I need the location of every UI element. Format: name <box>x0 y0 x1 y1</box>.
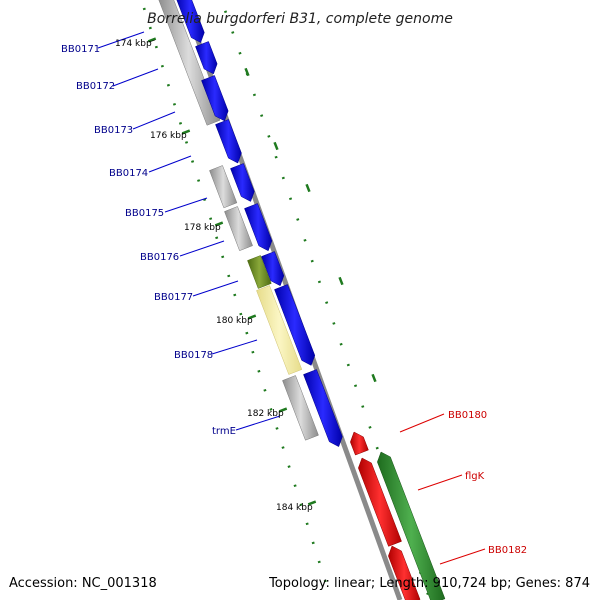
kbp-tick-mark <box>278 407 288 413</box>
kbp-tick-mark <box>247 314 257 320</box>
gene-label-bb0180[interactable]: BB0180 <box>448 410 487 421</box>
kbp-tick-mark <box>147 37 157 43</box>
leader-line-reverse <box>417 474 463 491</box>
kbp-label-178: 178 kbp <box>184 223 221 233</box>
gene-label-bb0171[interactable]: BB0171 <box>61 44 100 55</box>
forward-gene-arrow <box>274 284 316 366</box>
reverse-gene-arrow <box>350 431 369 456</box>
leader-line-reverse <box>399 413 445 433</box>
tick-dash <box>371 373 377 383</box>
tick-dash <box>273 141 279 151</box>
leader-line-forward <box>97 31 145 49</box>
forward-gene-arrow <box>195 41 218 75</box>
accession-text: Accession: NC_001318 <box>9 576 157 591</box>
leader-line-forward <box>192 280 239 297</box>
kbp-label-174: 174 kbp <box>115 39 152 49</box>
gene-label-bb0172[interactable]: BB0172 <box>76 81 115 92</box>
kbp-tick-mark <box>181 129 191 135</box>
reverse-gene-arrow <box>358 457 402 547</box>
cds-segment-olive <box>247 255 272 289</box>
cds-segment-grey <box>158 0 221 126</box>
kbp-label-176: 176 kbp <box>150 131 187 141</box>
reverse-gene-arrow <box>388 545 421 600</box>
kbp-label-184: 184 kbp <box>276 503 313 513</box>
gene-label-flgk[interactable]: flgK <box>465 471 485 482</box>
leader-layer <box>97 31 486 565</box>
kbp-label-182: 182 kbp <box>247 409 284 419</box>
forward-gene-arrow <box>303 369 343 447</box>
tick-dash <box>244 67 250 77</box>
gene-label-trme[interactable]: trmE <box>212 426 236 437</box>
cds-segment-grey <box>209 165 238 209</box>
cds-segment-grey <box>282 375 319 441</box>
kbp-tick-mark <box>214 221 224 227</box>
genome-summary-text: Topology: linear; Length: 910,724 bp; Ge… <box>268 576 590 591</box>
tick-dash <box>305 183 311 193</box>
kbp-label-180: 180 kbp <box>216 316 253 326</box>
gene-label-bb0174[interactable]: BB0174 <box>109 168 148 179</box>
feature-layer <box>158 0 446 600</box>
gene-label-bb0177[interactable]: BB0177 <box>154 292 193 303</box>
leader-line-reverse <box>439 548 486 565</box>
kbp-label-leader <box>148 39 156 43</box>
leader-line-forward <box>235 415 281 431</box>
forward-gene-arrow <box>230 163 255 202</box>
leader-line-forward <box>179 240 225 257</box>
leader-line-forward <box>112 68 159 87</box>
leader-line-forward <box>164 197 208 213</box>
reverse-gene-arrow-green <box>377 451 446 600</box>
gene-label-bb0182[interactable]: BB0182 <box>488 545 527 556</box>
gene-label-bb0178[interactable]: BB0178 <box>174 350 213 361</box>
cds-segment-khaki <box>256 285 303 375</box>
forward-gene-arrow <box>244 203 273 252</box>
map-title: Borrelia burgdorferi B31, complete genom… <box>147 11 453 27</box>
forward-gene-arrow <box>201 75 229 122</box>
leader-line-forward <box>148 155 192 173</box>
forward-gene-arrow <box>261 251 285 287</box>
leader-line-forward <box>211 339 258 355</box>
gene-label-bb0176[interactable]: BB0176 <box>140 252 179 263</box>
gene-label-bb0173[interactable]: BB0173 <box>94 125 133 136</box>
leader-line-forward <box>132 111 176 130</box>
forward-gene-arrow <box>176 0 205 43</box>
kbp-tick-mark <box>307 500 317 506</box>
cds-segment-grey <box>224 206 253 252</box>
tick-dash <box>338 276 344 286</box>
gene-label-bb0175[interactable]: BB0175 <box>125 208 164 219</box>
forward-gene-arrow <box>215 119 242 164</box>
